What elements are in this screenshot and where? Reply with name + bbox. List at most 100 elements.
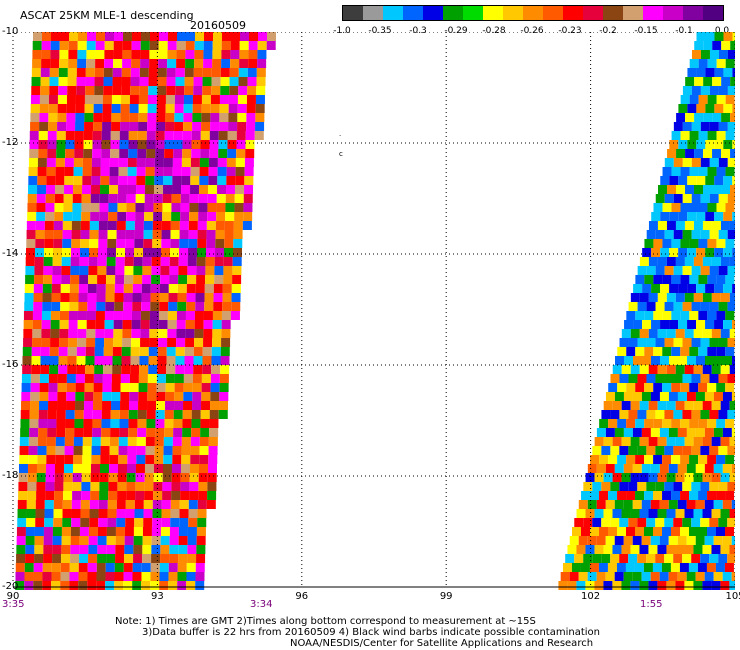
swath-cell bbox=[38, 131, 48, 140]
swath-cell bbox=[171, 194, 181, 203]
swath-cell bbox=[118, 437, 128, 446]
swath-cell bbox=[166, 86, 176, 95]
swath-cell bbox=[69, 284, 79, 293]
swath-cell bbox=[678, 284, 688, 293]
swath-cell bbox=[84, 122, 94, 131]
swath-cell bbox=[590, 455, 600, 464]
swath-cell bbox=[651, 356, 661, 365]
swath-cell bbox=[635, 491, 645, 500]
swath-cell bbox=[168, 293, 178, 302]
swath-cell bbox=[700, 374, 710, 383]
swath-cell bbox=[87, 284, 97, 293]
swath-cell bbox=[693, 437, 703, 446]
swath-cell bbox=[171, 491, 181, 500]
colorbar-segment bbox=[603, 6, 623, 20]
swath-cell bbox=[696, 284, 706, 293]
swath-cell bbox=[729, 581, 735, 590]
swath-cell bbox=[727, 518, 735, 527]
swath-cell bbox=[133, 545, 143, 554]
swath-cell bbox=[206, 500, 216, 509]
swath-cell bbox=[112, 356, 122, 365]
swath-cell bbox=[637, 446, 647, 455]
swath-cell bbox=[17, 509, 27, 518]
swath-cell bbox=[33, 284, 43, 293]
swath-cell bbox=[123, 32, 132, 41]
swath-cell bbox=[720, 545, 730, 554]
swath-cell bbox=[237, 104, 247, 113]
swath-cell bbox=[132, 572, 142, 581]
swath-cell bbox=[227, 131, 237, 140]
swath-cell bbox=[164, 131, 174, 140]
swath-cell bbox=[131, 41, 141, 50]
swath-cell bbox=[170, 518, 180, 527]
swath-cell bbox=[92, 419, 102, 428]
swath-cell bbox=[691, 266, 701, 275]
swath-cell bbox=[605, 536, 615, 545]
swath-cell bbox=[61, 545, 71, 554]
swath-cell bbox=[111, 383, 121, 392]
swath-cell bbox=[655, 302, 665, 311]
swath-cell bbox=[103, 356, 113, 365]
swath-cell bbox=[165, 392, 175, 401]
swath-cell bbox=[657, 401, 667, 410]
swath-cell bbox=[232, 248, 242, 257]
swath-cell bbox=[210, 122, 220, 131]
swath-cell bbox=[213, 32, 222, 41]
swath-cell bbox=[716, 383, 726, 392]
swath-cell bbox=[35, 518, 45, 527]
swath-cell bbox=[657, 473, 667, 482]
swath-cell bbox=[96, 572, 106, 581]
swath-cell bbox=[632, 464, 642, 473]
swath-cell bbox=[713, 428, 723, 437]
swath-cell bbox=[63, 491, 73, 500]
swath-cell bbox=[28, 158, 38, 167]
swath-cell bbox=[174, 383, 184, 392]
swath-cell bbox=[32, 320, 42, 329]
swath-cell bbox=[108, 194, 118, 203]
swath-cell bbox=[58, 365, 68, 374]
swath-cell bbox=[31, 77, 41, 86]
swath-cell bbox=[105, 284, 115, 293]
swath-cell bbox=[178, 248, 188, 257]
time-label-middle: 3:34 bbox=[250, 599, 273, 610]
swath-cell bbox=[46, 158, 56, 167]
swath-cell bbox=[67, 356, 77, 365]
swath-cell bbox=[639, 545, 649, 554]
swath-cell bbox=[146, 140, 156, 149]
swath-cell bbox=[232, 266, 242, 275]
swath-cell bbox=[594, 545, 604, 554]
swath-cell bbox=[206, 239, 216, 248]
swath-cell bbox=[689, 455, 699, 464]
swath-cell bbox=[650, 464, 660, 473]
swath-cell bbox=[102, 401, 112, 410]
swath-cell bbox=[39, 374, 49, 383]
swath-cell bbox=[18, 482, 28, 491]
swath-cell bbox=[723, 284, 733, 293]
swath-cell bbox=[682, 518, 692, 527]
swath-cell bbox=[619, 518, 629, 527]
swath-cell bbox=[619, 482, 629, 491]
swath-cell bbox=[189, 464, 199, 473]
swath-cell bbox=[639, 329, 649, 338]
swath-cell bbox=[93, 104, 103, 113]
swath-cell bbox=[147, 374, 157, 383]
swath-cell bbox=[130, 77, 140, 86]
swath-cell bbox=[16, 536, 26, 545]
swath-cell bbox=[675, 365, 685, 374]
swath-cell bbox=[170, 509, 180, 518]
swath-cell bbox=[675, 221, 685, 230]
swath-cell bbox=[230, 50, 240, 59]
swath-cell bbox=[125, 509, 135, 518]
swath-cell bbox=[71, 509, 81, 518]
swath-cell bbox=[132, 581, 142, 590]
swath-cell bbox=[722, 464, 732, 473]
swath-cell bbox=[162, 194, 172, 203]
swath-cell bbox=[106, 554, 116, 563]
swath-cell bbox=[120, 122, 130, 131]
swath-cell bbox=[603, 473, 613, 482]
swath-cell bbox=[667, 185, 677, 194]
swath-cell bbox=[43, 248, 53, 257]
swath-cell bbox=[213, 293, 223, 302]
swath-cell bbox=[136, 446, 146, 455]
swath-cell bbox=[242, 221, 252, 230]
